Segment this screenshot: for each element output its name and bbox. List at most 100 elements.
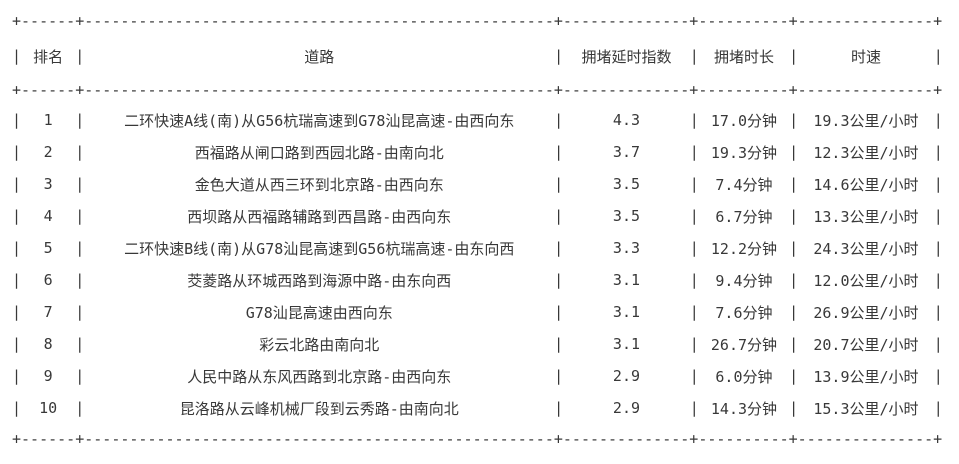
road-cell: 人民中路从东风西路到北京路-由西向东 — [187, 367, 452, 386]
pipe-glyph: | — [75, 239, 85, 257]
rank-cell: 6 — [43, 271, 53, 289]
pipe-glyph: | — [789, 367, 799, 385]
pipe-glyph: | — [689, 335, 699, 353]
pipe-glyph: | — [689, 143, 699, 161]
pipe-glyph: | — [554, 207, 564, 225]
duration-cell: 12.2分钟 — [710, 239, 778, 258]
pipe-glyph: | — [933, 303, 943, 321]
delay-index-cell: 3.3 — [612, 239, 641, 257]
duration-cell: 26.7分钟 — [710, 335, 778, 354]
rank-cell: 8 — [43, 335, 53, 353]
pipe-glyph: | — [933, 335, 943, 353]
pipe-glyph: | — [933, 239, 943, 257]
speed-cell: 24.3公里/小时 — [813, 239, 919, 258]
speed-cell: 26.9公里/小时 — [813, 303, 919, 322]
duration-cell: 19.3分钟 — [710, 143, 778, 162]
pipe-glyph: | — [933, 47, 943, 65]
delay-index-cell: 3.7 — [612, 143, 641, 161]
pipe-glyph: | — [689, 271, 699, 289]
pipe-glyph: | — [933, 143, 943, 161]
pipe-glyph: | — [689, 207, 699, 225]
pipe-glyph: | — [789, 303, 799, 321]
pipe-glyph: | — [12, 175, 22, 193]
speed-cell: 12.0公里/小时 — [813, 271, 919, 290]
ascii-border-line: +------+--------------------------------… — [12, 81, 943, 99]
table-row: | 9 | 人民中路从东风西路到北京路-由西向东 | 2.9 | 6.0分钟 |… — [12, 360, 943, 392]
pipe-glyph: | — [12, 239, 22, 257]
pipe-glyph: | — [789, 207, 799, 225]
table-row: | 8 | 彩云北路由南向北 | 3.1 | 26.7分钟 | 20.7公里/小… — [12, 328, 943, 360]
table-row: | 10 | 昆洛路从云峰机械厂段到云秀路-由南向北 | 2.9 | 14.3分… — [12, 392, 943, 424]
delay-index-cell: 4.3 — [612, 111, 641, 129]
pipe-glyph: | — [12, 335, 22, 353]
table-header-row: | 排名 | 道路 | 拥堵延时指数 | 拥堵时长 | 时速 | — [12, 36, 943, 76]
pipe-glyph: | — [933, 111, 943, 129]
pipe-glyph: | — [789, 335, 799, 353]
pipe-glyph: | — [689, 399, 699, 417]
pipe-glyph: | — [12, 47, 22, 65]
duration-cell: 14.3分钟 — [710, 399, 778, 418]
delay-index-cell: 2.9 — [612, 367, 641, 385]
pipe-glyph: | — [789, 143, 799, 161]
delay-index-cell: 3.1 — [612, 335, 641, 353]
pipe-glyph: | — [554, 399, 564, 417]
rank-cell: 3 — [43, 175, 53, 193]
pipe-glyph: | — [689, 111, 699, 129]
delay-index-cell: 3.5 — [612, 175, 641, 193]
delay-index-cell: 3.1 — [612, 303, 641, 321]
pipe-glyph: | — [933, 175, 943, 193]
rank-cell: 10 — [39, 399, 58, 417]
pipe-glyph: | — [933, 207, 943, 225]
pipe-glyph: | — [12, 367, 22, 385]
rank-cell: 1 — [43, 111, 53, 129]
pipe-glyph: | — [789, 47, 799, 65]
pipe-glyph: | — [75, 271, 85, 289]
rank-cell: 4 — [43, 207, 53, 225]
pipe-glyph: | — [75, 47, 85, 65]
pipe-glyph: | — [933, 399, 943, 417]
pipe-glyph: | — [789, 175, 799, 193]
table-row: | 6 | 茭菱路从环城西路到海源中路-由东向西 | 3.1 | 9.4分钟 |… — [12, 264, 943, 296]
pipe-glyph: | — [12, 143, 22, 161]
delay-index-cell: 3.1 — [612, 271, 641, 289]
road-cell: 二环快速A线(南)从G56杭瑞高速到G78汕昆高速-由西向东 — [124, 111, 515, 130]
pipe-glyph: | — [689, 47, 699, 65]
pipe-glyph: | — [12, 111, 22, 129]
speed-cell: 20.7公里/小时 — [813, 335, 919, 354]
pipe-glyph: | — [75, 143, 85, 161]
rank-cell: 5 — [43, 239, 53, 257]
table-header-separator: +------+--------------------------------… — [12, 76, 943, 104]
table-border-bottom: +------+--------------------------------… — [12, 424, 943, 454]
road-cell: 西坝路从西福路辅路到西昌路-由西向东 — [187, 207, 452, 226]
speed-cell: 13.3公里/小时 — [813, 207, 919, 226]
duration-cell: 7.4分钟 — [715, 175, 773, 194]
table-row: | 3 | 金色大道从西三环到北京路-由西向东 | 3.5 | 7.4分钟 | … — [12, 168, 943, 200]
speed-cell: 12.3公里/小时 — [813, 143, 919, 162]
pipe-glyph: | — [689, 175, 699, 193]
table-row: | 4 | 西坝路从西福路辅路到西昌路-由西向东 | 3.5 | 6.7分钟 |… — [12, 200, 943, 232]
header-speed: 时速 — [850, 47, 881, 66]
pipe-glyph: | — [789, 111, 799, 129]
header-duration: 拥堵时长 — [713, 47, 774, 66]
speed-cell: 15.3公里/小时 — [813, 399, 919, 418]
pipe-glyph: | — [554, 47, 564, 65]
speed-cell: 13.9公里/小时 — [813, 367, 919, 386]
pipe-glyph: | — [554, 239, 564, 257]
pipe-glyph: | — [789, 399, 799, 417]
duration-cell: 7.6分钟 — [715, 303, 773, 322]
pipe-glyph: | — [75, 399, 85, 417]
rank-cell: 2 — [43, 143, 53, 161]
table-row: | 5 | 二环快速B线(南)从G78汕昆高速到G56杭瑞高速-由东向西 | 3… — [12, 232, 943, 264]
pipe-glyph: | — [554, 271, 564, 289]
pipe-glyph: | — [789, 271, 799, 289]
pipe-glyph: | — [75, 367, 85, 385]
pipe-glyph: | — [789, 239, 799, 257]
header-rank: 排名 — [33, 47, 64, 66]
pipe-glyph: | — [933, 271, 943, 289]
speed-cell: 14.6公里/小时 — [813, 175, 919, 194]
pipe-glyph: | — [689, 303, 699, 321]
pipe-glyph: | — [554, 175, 564, 193]
pipe-glyph: | — [689, 367, 699, 385]
pipe-glyph: | — [75, 303, 85, 321]
pipe-glyph: | — [75, 111, 85, 129]
